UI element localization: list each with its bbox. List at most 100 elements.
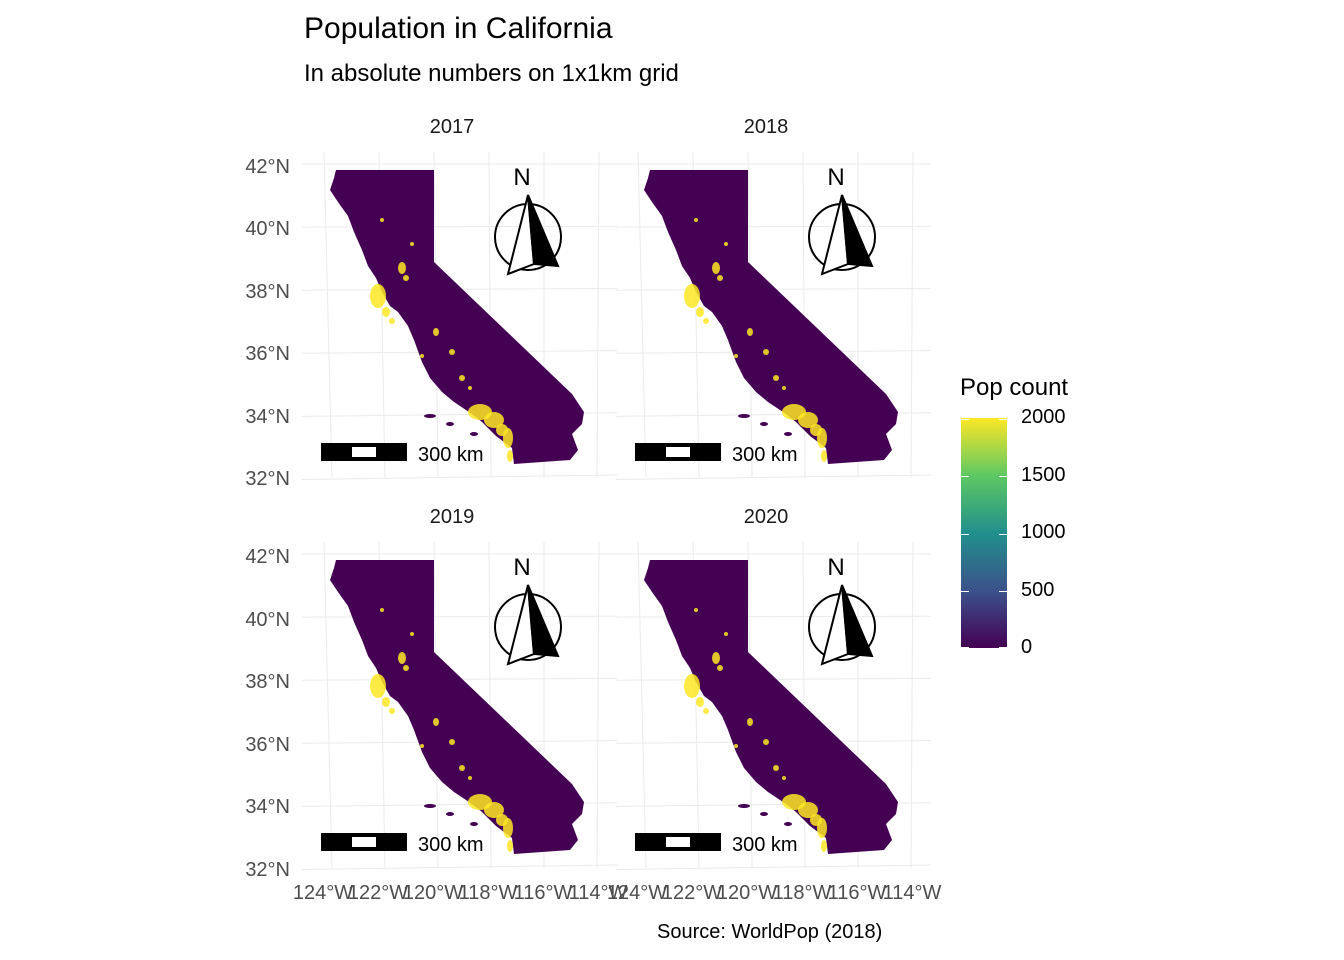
facet-strip-label: 2020 [743,506,789,528]
y-tick-label: 32°N [245,859,290,881]
x-tick-label: 118°W [772,882,832,904]
urban-area [459,765,465,771]
y-tick-label: 36°N [245,734,290,756]
scale-bar: 300 km [321,443,484,466]
urban-area [703,708,709,714]
urban-area [420,744,424,748]
urban-area [684,674,700,698]
urban-area [449,349,455,355]
urban-area [370,284,386,308]
urban-area [380,608,384,612]
urban-area [468,776,472,780]
urban-area [712,652,720,664]
urban-area [389,318,395,324]
urban-area [773,765,779,771]
urban-area [459,375,465,381]
scale-bar: 300 km [321,833,484,856]
urban-area [694,218,698,222]
north-arrow-icon: N [808,554,876,666]
y-tick-label: 42°N [245,156,290,178]
legend-title: Pop count [960,374,1069,401]
north-arrow-icon: N [808,164,876,276]
urban-area [782,386,786,390]
chart-title: Population in California [304,12,613,45]
channel-island [760,422,768,426]
urban-area [484,802,504,818]
x-tick-label: 118°W [458,882,518,904]
facet-strip-label: 2017 [429,116,475,138]
urban-area [694,608,698,612]
urban-area [724,242,728,246]
urban-area [821,840,827,852]
urban-area [403,665,409,671]
legend-label: 0 [1021,636,1033,658]
legend-label: 2000 [1021,406,1066,428]
urban-area [798,802,818,818]
urban-area [382,697,390,707]
legend-label: 500 [1021,579,1055,601]
urban-area [380,218,384,222]
gridline [596,541,600,869]
urban-area [433,328,439,336]
scale-bar-label: 300 km [418,834,484,856]
gridline [323,151,333,479]
urban-area [696,307,704,317]
urban-area [703,318,709,324]
facet-panel-2018: 2018 N 300 km [616,116,936,506]
y-tick-label: 40°N [245,609,290,631]
gridline [323,541,333,869]
gridline [302,615,618,618]
facet-strip-label: 2019 [429,506,475,528]
scale-bar-label: 300 km [418,444,484,466]
x-tick-label: 122°W [347,882,409,904]
facet-panel-2019: 2019 N 300 km [302,506,622,896]
urban-area [747,718,753,726]
scale-bar-label: 300 km [732,834,798,856]
urban-area [484,412,504,428]
y-tick-label: 34°N [245,406,290,428]
gridline [302,225,618,228]
legend-label: 1000 [1021,521,1066,543]
california-map-2017: N 300 km [302,151,618,480]
north-label: N [513,554,530,581]
urban-area [382,307,390,317]
y-tick-label: 34°N [245,796,290,818]
legend-label: 1500 [1021,464,1066,486]
gridline [910,541,914,869]
urban-area [821,450,827,462]
x-tick-label: 120°W [402,882,464,904]
urban-area [433,718,439,726]
california-map-2020: N 300 km [616,541,932,870]
facet-panel-2020: 2020 N 300 km [616,506,936,896]
urban-area [763,349,769,355]
north-arrow-icon: N [494,164,562,276]
urban-area [503,818,513,838]
california-map-2018: N 300 km [616,151,932,480]
urban-area [403,275,409,281]
urban-area [468,386,472,390]
channel-island [424,414,436,418]
urban-area [734,744,738,748]
x-tick-label: 116°W [513,882,573,904]
gridline [616,615,932,618]
north-label: N [827,554,844,581]
gridline [302,864,618,870]
y-tick-label: 36°N [245,343,290,365]
urban-area [724,632,728,636]
x-tick-label: 124°W [606,882,668,904]
gridline [616,225,932,228]
urban-area [410,242,414,246]
urban-area [782,776,786,780]
gridline [637,541,647,869]
channel-island [784,822,792,826]
gridline [596,151,600,479]
y-tick-label: 38°N [245,671,290,693]
california-land [644,170,898,464]
legend-colorbar [961,418,1007,648]
channel-island [470,432,478,436]
y-tick-label: 40°N [245,218,290,240]
urban-area [817,428,827,448]
x-tick-label: 114°W [568,882,628,904]
urban-area [717,665,723,671]
gridline [302,474,618,480]
